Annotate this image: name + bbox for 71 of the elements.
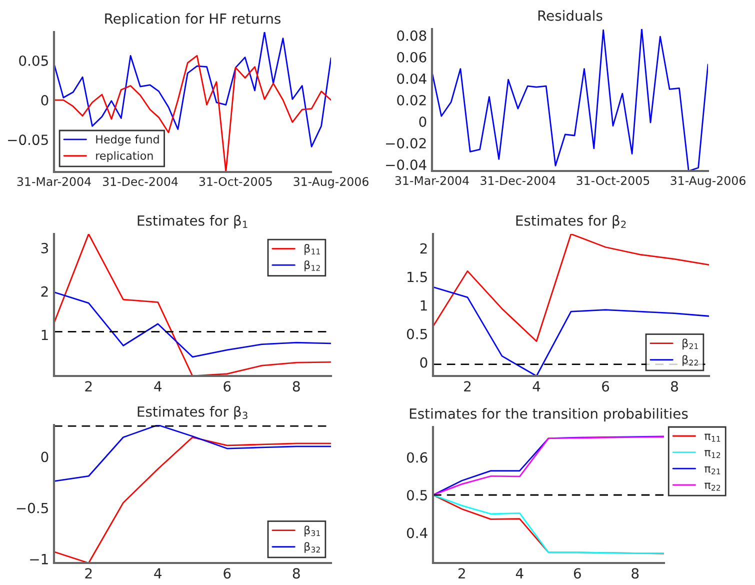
line-series [54,291,331,358]
chart-title: Estimates for β$_{1}$ [138,214,248,228]
legend-label: π$_{11}$ [704,434,720,442]
y-tick-label: −0.04 [386,160,426,170]
x-tick-label: 31-Mar-2004 [395,176,469,185]
x-tick-label: 31-Oct-2005 [199,177,272,186]
y-tick-label: 0.05 [19,55,48,66]
chart-title: Estimates for the transition probabilities [410,408,688,422]
x-tick-label: 6 [574,568,581,579]
legend-label: π$_{12}$ [704,450,720,458]
y-tick-label: 0 [41,452,48,462]
x-tick-label: 31-Mar-2004 [17,177,91,186]
y-tick-label: 0.6 [406,452,428,463]
x-tick-label: 31-Dec-2004 [102,177,178,186]
line-series [54,425,331,482]
y-tick-label: 2 [41,286,48,297]
legend-label: β$_{22}$ [682,355,698,366]
line-series [54,32,331,148]
y-tick-label: 1.5 [408,272,427,282]
y-tick-label: −0.05 [8,134,48,146]
x-tick-label: 31-Aug-2006 [294,177,368,188]
x-tick-label: 4 [154,381,162,392]
legend-label: π$_{22}$ [704,482,720,491]
line-series [432,29,708,171]
x-tick-label: 6 [224,568,231,579]
x-tick-label: 8 [632,568,639,579]
y-tick-label: 0.02 [397,94,426,106]
x-tick-label: 31-Aug-2006 [670,176,746,188]
legend-label: β$_{32}$ [304,542,320,553]
y-tick-label: 0.04 [397,73,426,84]
chart-title: Replication for HF returns [105,13,280,27]
x-tick-label: 6 [602,381,610,392]
line-series [54,234,331,376]
chart-title: Estimates for β$_{2}$ [516,214,626,228]
y-tick-label: 0.06 [397,52,426,62]
x-tick-label: 6 [224,381,231,392]
x-tick-label: 8 [671,381,678,392]
x-tick-label: 8 [292,568,300,579]
y-tick-label: 0 [420,357,428,368]
x-tick-label: 2 [464,381,471,392]
legend-label: β$_{11}$ [304,244,320,255]
y-tick-label: 0.08 [397,30,426,41]
y-tick-label: 3 [41,242,48,254]
legend-label: β$_{21}$ [682,338,698,350]
legend-label: replication [96,151,153,162]
x-tick-label: 2 [458,568,465,578]
y-tick-label: 1 [420,300,427,311]
y-tick-label: −0.5 [16,502,48,514]
y-tick-label: 0 [41,94,48,106]
x-tick-label: 4 [516,568,524,578]
x-tick-label: 4 [154,568,162,578]
legend-label: β$_{12}$ [304,260,320,272]
legend-label: π$_{21}$ [704,466,720,474]
x-tick-label: 2 [85,568,92,578]
y-tick-label: 0.4 [406,528,428,538]
y-tick-label: −0.02 [386,138,426,149]
legend-label: β$_{31}$ [304,526,320,536]
chart-title: Estimates for β$_{3}$ [138,406,248,420]
y-tick-label: 0.5 [406,328,427,340]
y-tick-label: 1 [42,330,48,340]
y-tick-label: 2 [420,243,427,254]
x-tick-label: 8 [292,381,300,392]
chart-title: Residuals [538,10,602,21]
y-tick-label: −1 [30,554,48,564]
x-tick-label: 4 [532,381,540,392]
x-tick-label: 31-Oct-2005 [576,176,650,185]
x-tick-label: 31-Dec-2004 [480,176,556,185]
y-tick-label: 0 [419,116,426,127]
y-tick-label: 0.5 [406,490,427,500]
x-tick-label: 2 [85,381,92,392]
legend-label: Hedge fund [96,134,159,146]
